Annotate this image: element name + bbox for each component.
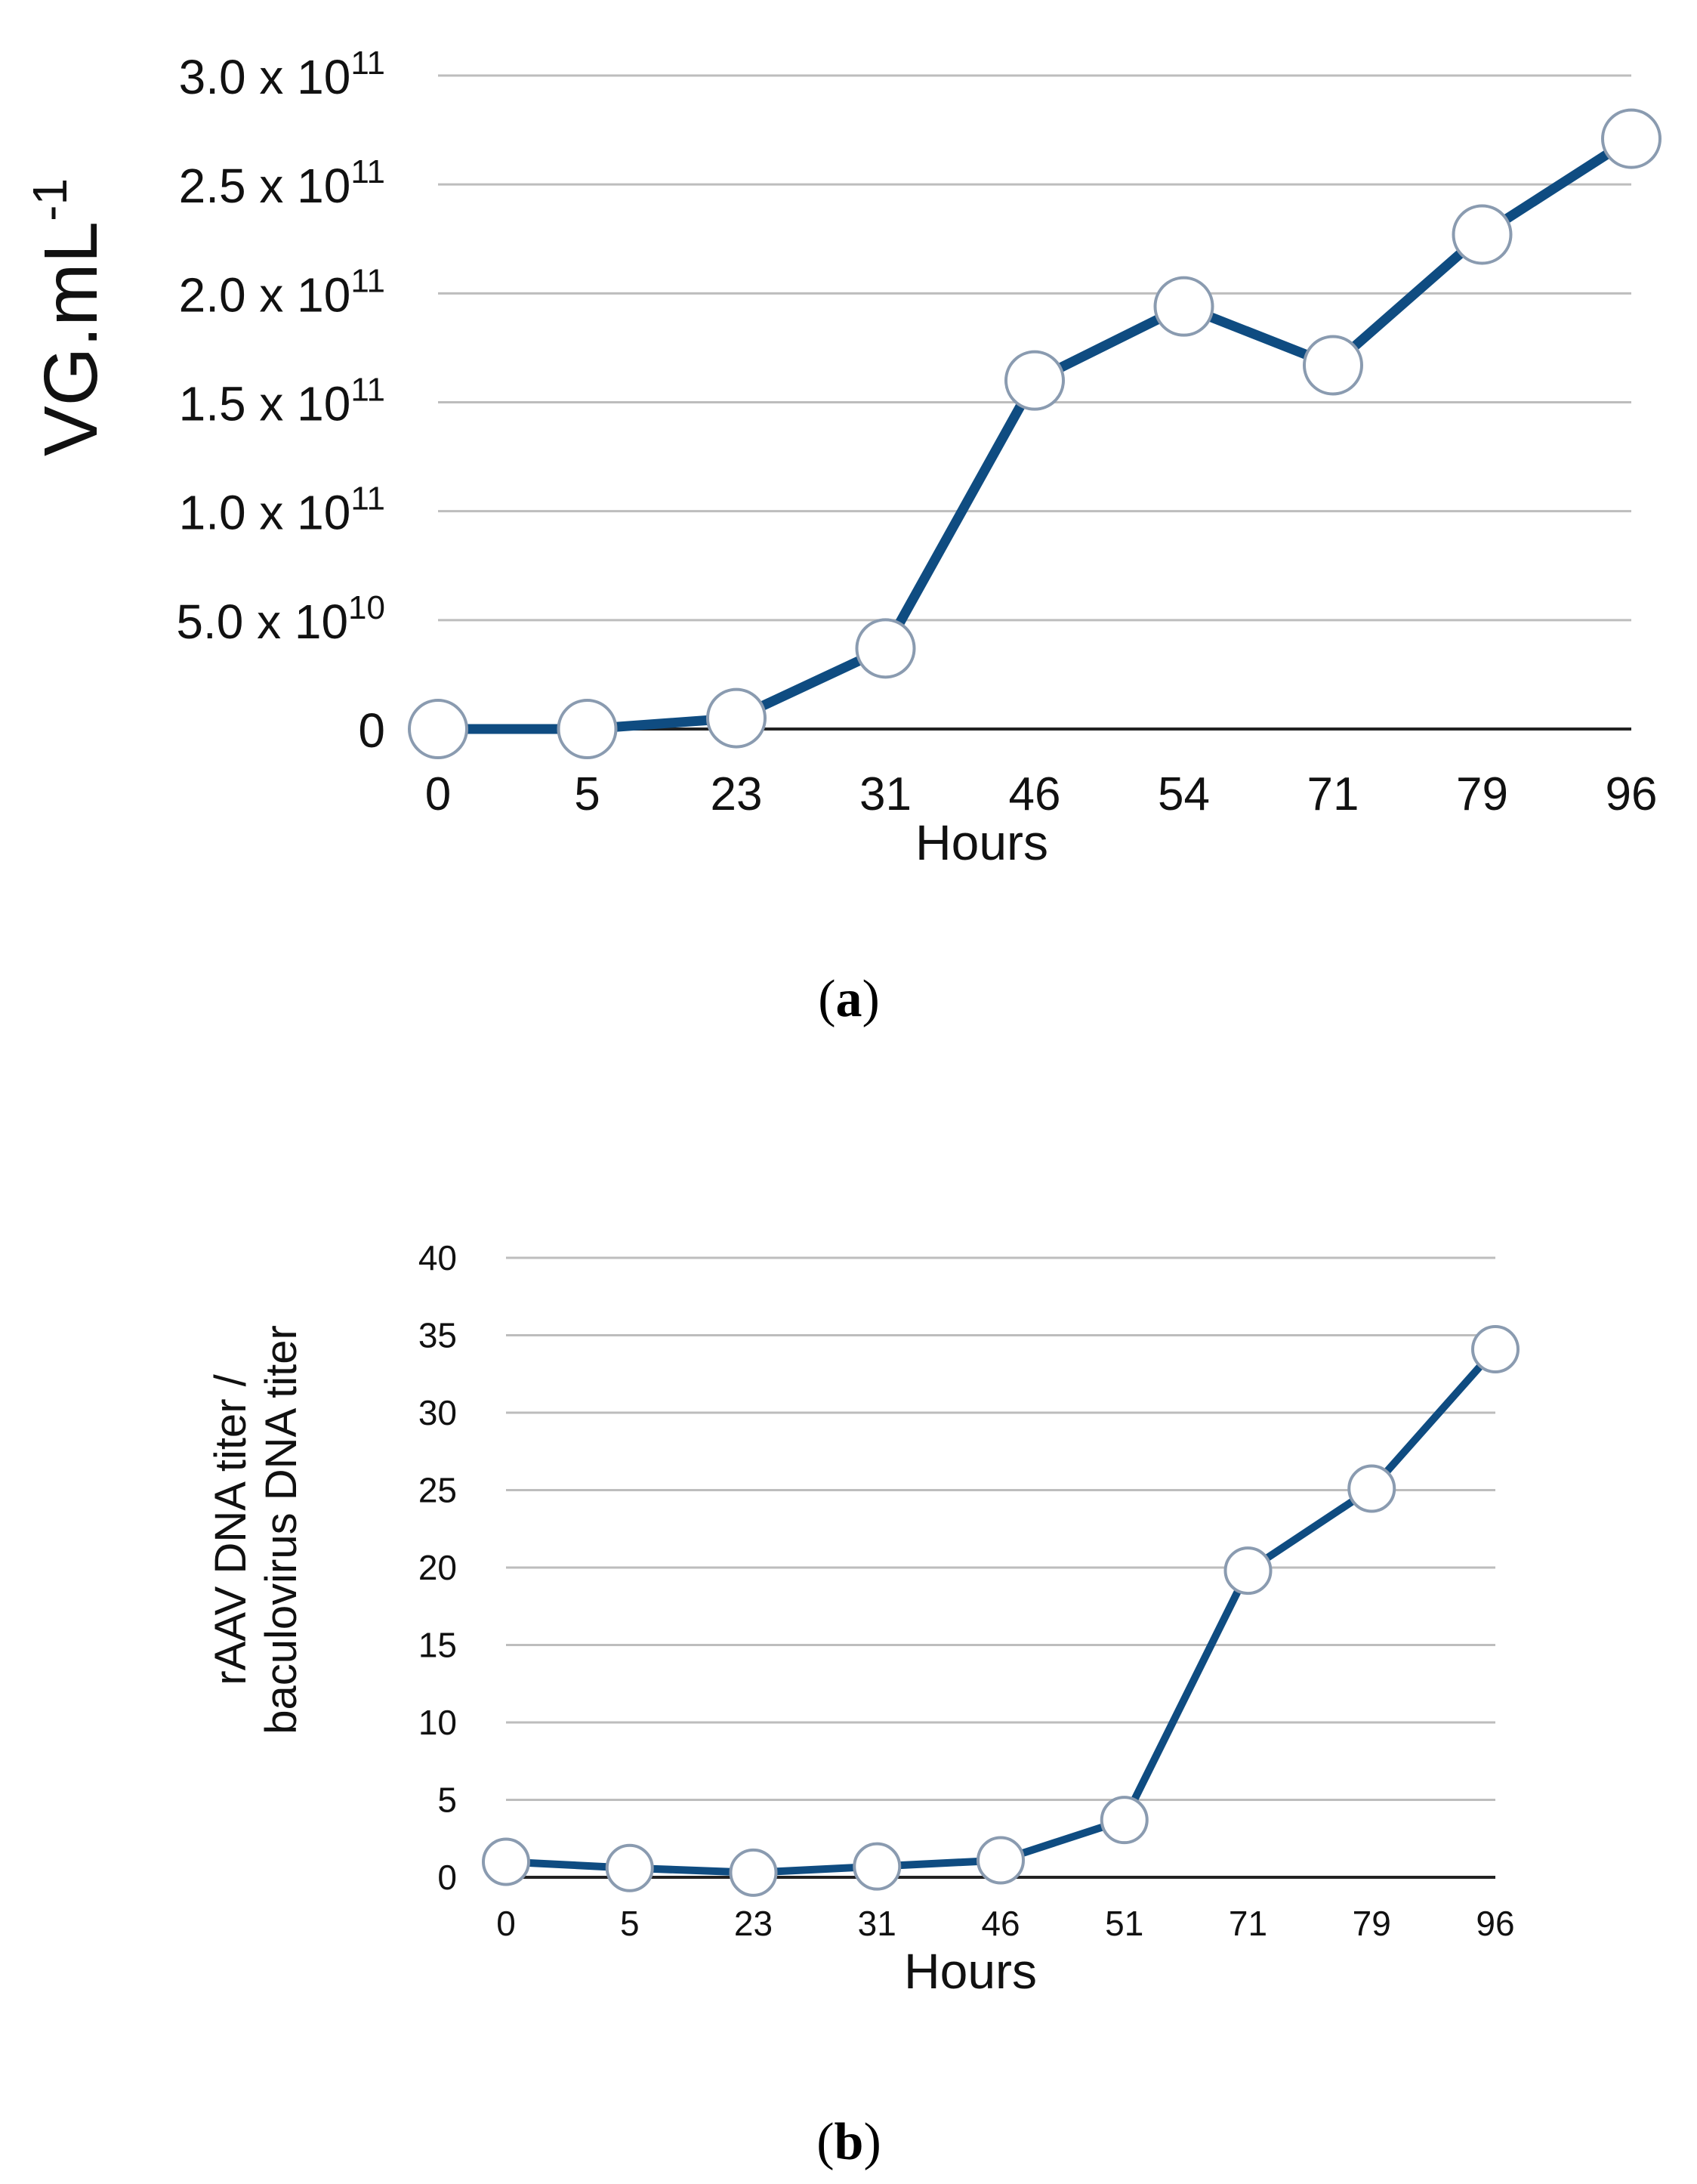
- y-tick-label: 35: [418, 1316, 457, 1355]
- data-point: [408, 699, 468, 759]
- y-tick-label: 2.0 x 1011: [179, 262, 385, 322]
- x-tick-label: 31: [858, 1904, 896, 1943]
- data-point: [706, 687, 767, 749]
- x-tick-label: 71: [1229, 1904, 1267, 1943]
- data-point: [482, 1837, 530, 1886]
- x-tick-label: 96: [1476, 1904, 1514, 1943]
- x-tick-label: 5: [574, 768, 600, 820]
- x-tick-label: 23: [734, 1904, 773, 1943]
- y-tick-label: 15: [418, 1626, 457, 1665]
- y-tick-label: 3.0 x 1011: [179, 45, 385, 104]
- x-tick-label: 46: [981, 1904, 1020, 1943]
- x-tick-label: 79: [1456, 768, 1508, 820]
- y-tick-label: 25: [418, 1471, 457, 1510]
- y-tick-label: 20: [418, 1548, 457, 1587]
- x-tick-label: 0: [496, 1904, 516, 1943]
- y-tick-label: 0: [358, 703, 385, 758]
- x-tick-label: 0: [425, 768, 451, 820]
- y-tick-label: 2.5 x 1011: [179, 153, 385, 213]
- data-point: [1004, 350, 1065, 411]
- x-tick-label: 79: [1353, 1904, 1391, 1943]
- y-tick-label: 0: [437, 1858, 457, 1897]
- data-point: [557, 699, 618, 759]
- data-point: [729, 1848, 778, 1897]
- panel-label-b: (b): [816, 2113, 881, 2171]
- chart-a: 0 5.0 x 1010 1.0 x 1011 1.5 x 1011 2.0 x 101…: [23, 45, 1662, 1028]
- data-point: [855, 618, 916, 679]
- y-tick-label: 1.0 x 1011: [179, 480, 385, 540]
- data-point: [1100, 1796, 1149, 1845]
- x-tick-label: 96: [1606, 768, 1658, 820]
- data-point: [977, 1836, 1025, 1885]
- data-point: [605, 1843, 654, 1892]
- data-point: [1452, 204, 1513, 265]
- x-tick-label: 71: [1307, 768, 1359, 820]
- chart-b: 0 5 10 15 20 25 30 35 40 0 5 23 31 46 51 71 79 96 Hours rAA…: [206, 1238, 1520, 2171]
- y-tick-label: 30: [418, 1393, 457, 1432]
- data-point: [853, 1842, 902, 1891]
- y-axis-title-line: baculovirus DNA titer: [257, 1325, 306, 1735]
- y-tick-label: 10: [418, 1703, 457, 1742]
- y-tick-label: 5: [437, 1781, 457, 1820]
- data-point: [1223, 1546, 1273, 1596]
- y-tick-label: 1.5 x 1011: [179, 372, 385, 431]
- x-axis-title: Hours: [904, 1943, 1037, 1999]
- y-tick-label: 40: [418, 1238, 457, 1277]
- data-point: [1303, 335, 1363, 396]
- data-point: [1601, 108, 1662, 169]
- y-axis-title: VG.mL-1: [23, 178, 113, 456]
- y-tick-label: 5.0 x 1010: [176, 589, 385, 649]
- x-tick-label: 23: [711, 768, 763, 820]
- x-tick-label: 51: [1105, 1904, 1143, 1943]
- data-point: [1471, 1324, 1520, 1373]
- panel-label-a: (a): [818, 970, 880, 1028]
- x-tick-label: 31: [859, 768, 912, 820]
- x-tick-label: 54: [1158, 768, 1210, 820]
- x-tick-label: 46: [1009, 768, 1061, 820]
- y-axis-title-line: rAAV DNA titer /: [206, 1373, 255, 1685]
- x-tick-label: 5: [620, 1904, 640, 1943]
- x-axis-title: Hours: [915, 814, 1048, 870]
- data-point: [1153, 276, 1214, 337]
- data-point: [1347, 1464, 1396, 1513]
